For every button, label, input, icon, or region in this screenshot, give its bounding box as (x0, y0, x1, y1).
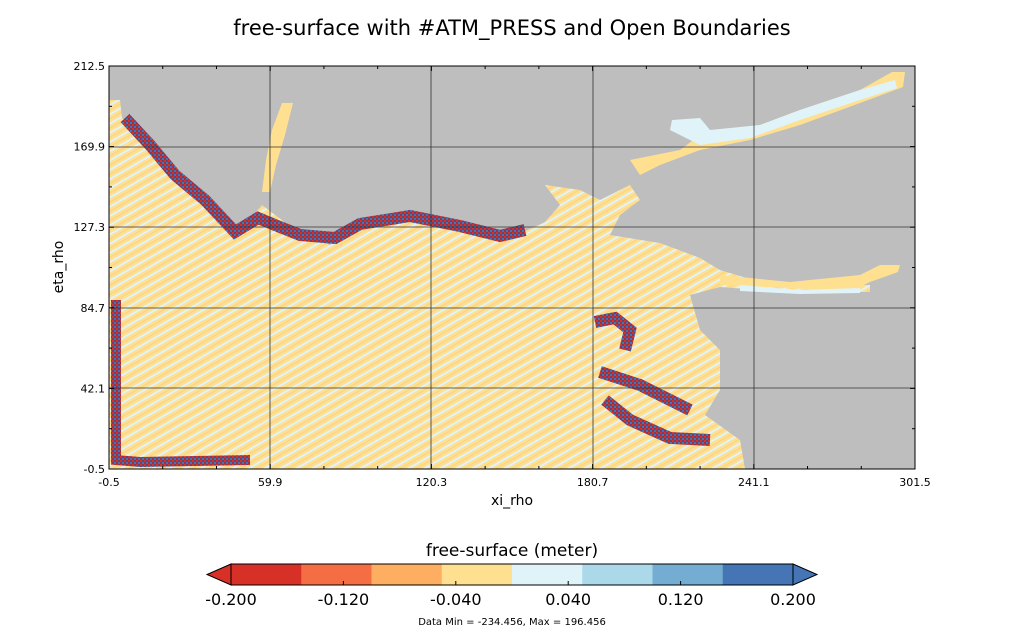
grid-lines (109, 66, 915, 469)
y-tick-label: 127.3 (74, 221, 106, 234)
colorbar-frame (230, 563, 794, 586)
colorbar-segment (652, 564, 724, 585)
y-tick-label: 42.1 (81, 382, 106, 395)
colorbar-tick-label: 0.200 (770, 590, 816, 609)
chart-title: free-surface with #ATM_PRESS and Open Bo… (233, 16, 791, 40)
colorbar-title: free-surface (meter) (425, 541, 599, 561)
x-tick-label: 241.1 (738, 476, 770, 489)
colorbar-tick-label: -0.120 (318, 590, 370, 609)
colorbar-tick-label: 0.120 (658, 590, 704, 609)
coast-band-northwest (120, 113, 527, 245)
x-axis-label: xi_rho (491, 493, 533, 509)
colorbar-segment (231, 564, 302, 585)
x-tick-label: 120.3 (416, 476, 448, 489)
colorbar-segment (512, 564, 583, 585)
y-axis-label: eta_rho (51, 241, 67, 294)
axis-ticks: -0.5 59.9 120.3 180.7 241.1 301.5 -0.5 42.1 84.7… (74, 60, 931, 489)
colorbar-segment (582, 564, 653, 585)
colorbar: -0.200 -0.120 -0.040 0.040 0.120 0.200 (205, 563, 819, 609)
y-tick-label: 169.9 (74, 141, 106, 154)
y-tick-label: 212.5 (74, 60, 106, 73)
colorbar-tick-label: 0.040 (545, 590, 591, 609)
colorbar-tick-label: -0.200 (205, 590, 257, 609)
channel-north-east-edge (670, 80, 897, 145)
coast-band-islands (593, 311, 711, 446)
colorbar-over-arrow (792, 563, 819, 586)
x-tick-label: 301.5 (899, 476, 931, 489)
y-tick-label: 84.7 (81, 302, 106, 315)
channel-east-edge (740, 285, 860, 294)
colorbar-segment (371, 564, 443, 585)
x-tick-label: -0.5 (98, 476, 119, 489)
colorbar-segment (441, 564, 513, 585)
coast-band-west (111, 300, 251, 468)
colorbar-under-arrow (205, 563, 232, 586)
channel-east (720, 265, 900, 292)
colorbar-segment (722, 564, 794, 585)
colorbar-segment (301, 564, 372, 585)
x-tick-label: 59.9 (258, 476, 283, 489)
water-domain (109, 100, 870, 469)
colorbar-tick-label: -0.040 (430, 590, 482, 609)
data-range-note: Data Min = -234.456, Max = 196.456 (418, 617, 606, 628)
y-tick-label: -0.5 (84, 463, 105, 476)
x-tick-label: 180.7 (577, 476, 609, 489)
